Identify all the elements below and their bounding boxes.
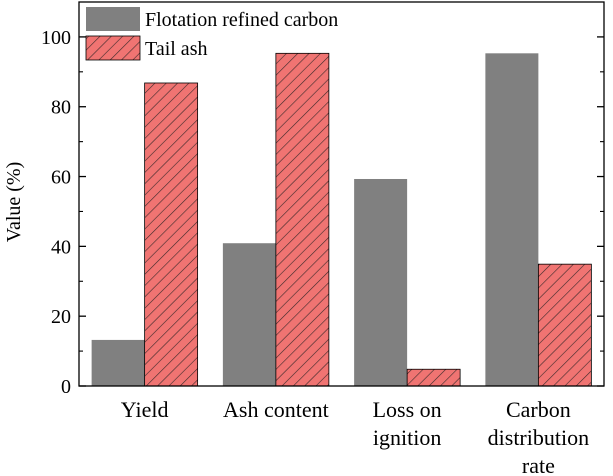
y-tick-label: 80 <box>51 97 71 119</box>
legend: Flotation refined carbon Tail ash <box>85 7 338 61</box>
x-category-label: Yield <box>121 397 169 422</box>
x-category-label-line: distribution <box>488 425 589 450</box>
x-category-label-line: Carbon <box>506 397 571 422</box>
bars-layer <box>91 52 592 387</box>
y-tick-label: 0 <box>61 376 71 398</box>
x-category-label-line: rate <box>522 453 555 476</box>
y-tick-label: 40 <box>51 236 71 258</box>
legend-label: Tail ash <box>145 38 207 60</box>
x-category-label-line: Ash content <box>223 397 329 422</box>
x-category-label-line: Loss on <box>373 397 442 422</box>
y-tick-label: 20 <box>51 306 71 328</box>
bar-tail-ash-2 <box>406 368 461 387</box>
y-tick-label: 60 <box>51 167 71 189</box>
legend-swatch-refined-carbon <box>86 7 140 31</box>
bar-refined-carbon-0 <box>91 339 145 386</box>
x-category-label: Carbon distribution rate <box>488 397 589 476</box>
axes-layer: 0 20 40 60 80 100 Value (%) Yield Ash content Los… <box>3 1 605 476</box>
x-category-label: Loss on ignition <box>373 397 442 450</box>
bar-tail-ash-1 <box>275 52 330 387</box>
legend-label: Flotation refined carbon <box>145 9 338 31</box>
y-axis-title: Value (%) <box>3 162 25 243</box>
bar-tail-ash-0 <box>144 82 199 387</box>
x-category-label-line: ignition <box>373 425 441 450</box>
x-category-label-line: Yield <box>121 397 169 422</box>
y-tick-label: 100 <box>41 27 71 49</box>
bar-refined-carbon-2 <box>354 178 408 386</box>
plot-frame <box>78 1 605 387</box>
bar-refined-carbon-1 <box>222 243 276 386</box>
bar-refined-carbon-3 <box>485 53 539 386</box>
bar-tail-ash-3 <box>537 263 592 387</box>
legend-swatch-tail-ash <box>85 35 141 61</box>
x-category-label: Ash content <box>223 397 329 422</box>
